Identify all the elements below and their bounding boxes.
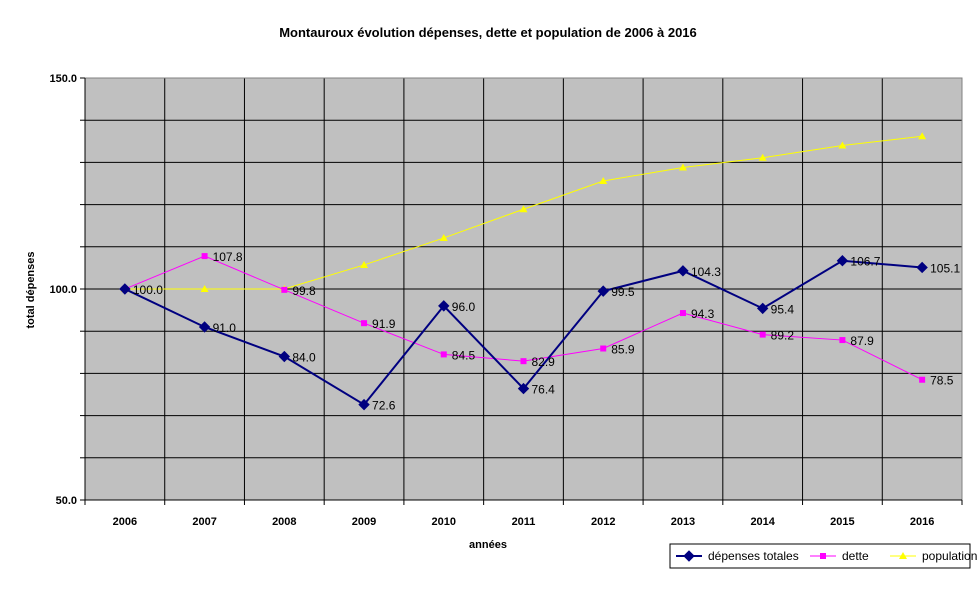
legend: dépenses totales dette population <box>669 543 977 569</box>
y-axis-label: total dépenses <box>25 251 37 328</box>
data-label: 99.8 <box>292 284 316 298</box>
x-axis-label: années <box>469 539 507 551</box>
point-marker <box>820 553 826 559</box>
legend-entry: population <box>890 549 977 563</box>
point-marker <box>201 253 208 260</box>
point-marker <box>899 552 907 559</box>
y-tick-label: 50.0 <box>56 495 77 507</box>
point-marker <box>838 141 847 149</box>
x-tick-label: 2011 <box>512 516 536 528</box>
point-marker <box>916 261 928 274</box>
series-1 <box>121 253 926 383</box>
legend-label: population <box>922 549 977 563</box>
data-label: 91.9 <box>372 317 396 331</box>
data-label: 95.4 <box>771 302 795 316</box>
data-label: 85.9 <box>611 343 635 357</box>
legend-label: dette <box>842 549 869 563</box>
x-tick-label: 2016 <box>910 516 934 528</box>
legend-label: dépenses totales <box>708 549 799 563</box>
x-tick-label: 2009 <box>352 516 376 528</box>
point-marker <box>839 337 846 344</box>
point-marker <box>758 153 767 161</box>
point-marker <box>520 358 527 365</box>
point-marker <box>678 163 687 171</box>
y-tick-labels: 150.0 100.0 50.0 <box>49 73 77 507</box>
data-label: 89.2 <box>771 329 795 343</box>
data-label: 100.0 <box>133 283 163 297</box>
data-label: 82.9 <box>532 355 556 369</box>
point-marker <box>440 351 447 358</box>
point-marker <box>759 331 766 338</box>
point-marker <box>677 265 689 277</box>
point-marker <box>756 302 769 315</box>
data-label: 104.3 <box>691 265 721 279</box>
point-marker <box>439 233 448 241</box>
legend-entry: dépenses totales <box>676 549 799 563</box>
point-marker <box>281 286 288 293</box>
chart-title: Montauroux évolution dépenses, dette et … <box>279 25 697 40</box>
x-tick-labels: 2006 2007 2008 2009 2010 2011 2012 2013 2014 2015… <box>113 516 935 528</box>
data-labels: 100.0 91.0 84.0 72.6 96.0 76.4 99.5 104.3 95.4 10… <box>133 250 961 413</box>
data-label: 76.4 <box>532 383 556 397</box>
x-tick-label: 2015 <box>830 516 854 528</box>
point-marker <box>918 132 927 140</box>
point-marker <box>519 205 528 213</box>
series-0 <box>119 255 928 411</box>
data-label: 72.6 <box>372 399 396 413</box>
point-marker <box>438 300 450 312</box>
y-tick-label: 100.0 <box>49 284 77 296</box>
data-label: 78.5 <box>930 374 954 388</box>
point-marker <box>358 398 370 411</box>
axes <box>80 77 963 505</box>
series-group <box>119 132 928 411</box>
data-label: 107.8 <box>213 250 243 264</box>
data-label: 91.0 <box>213 321 237 335</box>
point-marker <box>683 550 695 562</box>
data-label: 105.1 <box>930 261 960 275</box>
point-marker <box>599 176 608 184</box>
point-marker <box>517 382 530 395</box>
x-tick-label: 2014 <box>750 516 775 528</box>
data-label: 87.9 <box>850 334 874 348</box>
data-label: 99.5 <box>611 285 635 299</box>
point-marker <box>361 320 368 327</box>
x-tick-label: 2012 <box>591 516 615 528</box>
x-tick-label: 2006 <box>113 516 137 528</box>
legend-entry: dette <box>810 549 869 563</box>
point-marker <box>919 376 926 383</box>
point-marker <box>360 260 369 268</box>
point-marker <box>200 285 209 292</box>
point-marker <box>679 310 686 317</box>
x-tick-label: 2013 <box>671 516 695 528</box>
point-marker <box>278 350 291 363</box>
data-label: 84.5 <box>452 348 476 362</box>
data-label: 106.7 <box>850 255 880 269</box>
point-marker <box>600 345 607 352</box>
x-tick-label: 2007 <box>192 516 216 528</box>
y-tick-label: 150.0 <box>49 73 77 85</box>
point-marker <box>119 283 131 295</box>
x-tick-label: 2010 <box>432 516 456 528</box>
x-tick-label: 2008 <box>272 516 296 528</box>
data-label: 94.3 <box>691 307 715 321</box>
point-marker <box>836 255 849 267</box>
point-marker <box>597 285 609 297</box>
point-marker <box>198 321 211 333</box>
data-label: 84.0 <box>292 351 316 365</box>
data-label: 96.0 <box>452 300 476 314</box>
